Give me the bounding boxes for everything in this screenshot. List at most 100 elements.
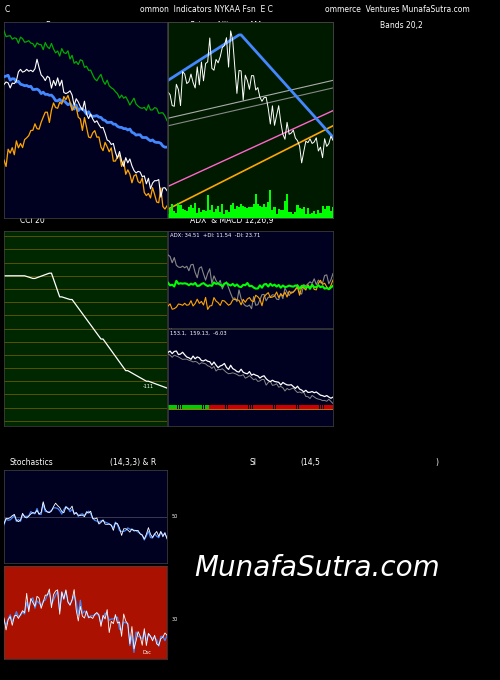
Bar — [204, 405, 206, 409]
Bar — [222, 405, 223, 409]
Bar — [184, 405, 186, 409]
Bar — [169, 405, 171, 409]
Bar — [270, 190, 272, 218]
Text: (14,5: (14,5 — [300, 458, 320, 467]
Bar — [300, 405, 302, 409]
Bar — [280, 210, 282, 218]
Bar — [305, 214, 307, 218]
Bar — [228, 405, 230, 409]
Bar — [272, 405, 274, 409]
Bar — [246, 405, 248, 409]
Bar — [284, 201, 286, 218]
Bar — [332, 207, 334, 218]
Text: ommerce  Ventures MunafaSutra.com: ommerce Ventures MunafaSutra.com — [325, 5, 470, 14]
Bar — [211, 405, 213, 409]
Bar — [318, 405, 320, 409]
Bar — [313, 211, 315, 218]
Bar — [169, 209, 171, 218]
Bar — [320, 213, 322, 218]
Bar — [278, 209, 280, 218]
Bar — [286, 194, 288, 218]
Bar — [198, 405, 200, 409]
Bar — [230, 405, 232, 409]
Bar — [215, 405, 217, 409]
Bar — [171, 405, 173, 409]
Bar — [190, 205, 192, 218]
Bar — [282, 405, 284, 409]
Bar — [194, 405, 196, 409]
Bar — [326, 206, 328, 218]
Bar — [268, 405, 269, 409]
Bar — [322, 206, 324, 218]
Bar — [292, 214, 294, 218]
Bar — [242, 405, 244, 409]
Bar — [213, 405, 215, 409]
Bar — [182, 405, 184, 409]
Bar — [186, 211, 188, 218]
Bar — [305, 405, 307, 409]
Bar — [315, 214, 318, 218]
Text: ADX: 34.51  +DI: 11.54  -DI: 23.71: ADX: 34.51 +DI: 11.54 -DI: 23.71 — [170, 233, 260, 238]
Text: Price,  Allinger  MA: Price, Allinger MA — [190, 21, 262, 30]
Bar — [296, 205, 298, 218]
Bar — [224, 214, 226, 218]
Bar — [309, 214, 311, 218]
Bar — [167, 214, 169, 218]
Bar — [286, 405, 288, 409]
Bar — [302, 207, 305, 218]
Bar — [178, 405, 180, 409]
Bar — [314, 405, 315, 409]
Bar — [294, 212, 296, 218]
Bar — [278, 405, 280, 409]
Text: ADX  & MACD 12,26,9: ADX & MACD 12,26,9 — [190, 216, 274, 225]
Bar — [198, 208, 200, 218]
Bar — [300, 209, 302, 218]
Bar — [307, 209, 309, 218]
Bar — [248, 207, 250, 218]
Bar — [220, 405, 221, 409]
Bar — [259, 206, 261, 218]
Bar — [265, 207, 267, 218]
Bar — [261, 405, 263, 409]
Bar — [202, 405, 204, 409]
Bar — [276, 405, 278, 409]
Bar — [316, 405, 317, 409]
Bar — [209, 405, 210, 409]
Bar — [206, 194, 208, 218]
Bar — [246, 207, 248, 218]
Bar — [217, 207, 219, 218]
Bar — [318, 210, 320, 218]
Bar — [188, 405, 190, 409]
Bar — [274, 207, 276, 218]
Text: ommon  Indicators NYKAA Fsn  E C: ommon Indicators NYKAA Fsn E C — [140, 5, 273, 14]
Bar — [217, 405, 219, 409]
Bar — [294, 405, 296, 409]
Bar — [215, 209, 217, 218]
Bar — [259, 405, 261, 409]
Bar — [178, 203, 180, 218]
Bar — [238, 405, 240, 409]
Bar — [219, 212, 222, 218]
Bar — [192, 209, 194, 218]
Bar — [252, 405, 254, 409]
Bar — [232, 405, 234, 409]
Bar — [252, 205, 254, 218]
Bar — [255, 405, 256, 409]
Bar — [224, 405, 226, 409]
Bar — [267, 203, 270, 218]
Bar — [296, 405, 298, 409]
Bar — [274, 405, 276, 409]
Bar — [257, 405, 259, 409]
Bar — [190, 405, 192, 409]
Bar — [326, 405, 328, 409]
Bar — [234, 405, 236, 409]
Text: B: B — [45, 21, 50, 30]
Bar — [272, 210, 274, 218]
Bar — [222, 204, 224, 218]
Bar — [200, 211, 202, 218]
Bar — [213, 212, 215, 218]
Bar — [322, 405, 324, 409]
Bar — [324, 405, 326, 409]
Bar — [180, 405, 182, 409]
Bar — [240, 405, 242, 409]
